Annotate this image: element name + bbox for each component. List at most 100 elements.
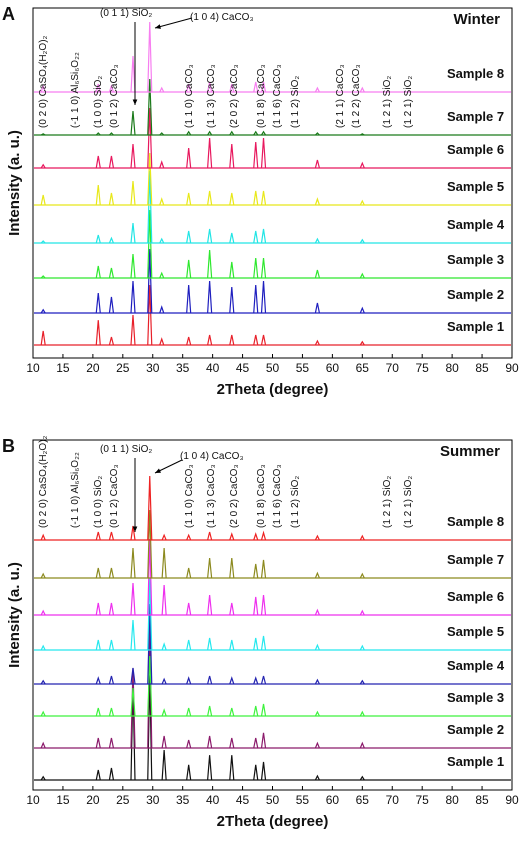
x-tick-label: 45 <box>236 793 250 807</box>
x-tick-label: 85 <box>475 361 489 375</box>
x-tick-label: 50 <box>266 793 280 807</box>
diffraction-peak <box>147 655 153 717</box>
diffraction-peak <box>130 280 136 314</box>
diffraction-peak <box>95 320 101 346</box>
diffraction-peak <box>108 336 115 346</box>
phase-label: (2 1 1) CaCO₃ <box>335 64 346 128</box>
diffraction-peak <box>314 741 320 749</box>
diffraction-peak <box>108 155 115 169</box>
x-tick-label: 80 <box>445 793 459 807</box>
diffraction-peak <box>95 184 101 206</box>
diffraction-peak <box>186 764 192 781</box>
diffraction-peak <box>95 602 101 616</box>
diffraction-peak <box>207 130 213 136</box>
diffraction-peak <box>359 199 365 206</box>
sample-label: Sample 2 <box>447 287 504 302</box>
arrow-head <box>132 99 138 105</box>
diffraction-peak <box>314 159 320 169</box>
arrow-head <box>132 526 138 532</box>
diffraction-peak <box>147 509 153 579</box>
diffraction-peak <box>108 602 115 616</box>
diffraction-peak <box>207 228 213 244</box>
phase-label: (1 2 1) SiO₂ <box>403 476 414 528</box>
sample-label: Sample 3 <box>447 690 504 705</box>
diffraction-peak <box>130 253 136 279</box>
phase-label: (1 1 6) CaCO₃ <box>272 64 283 128</box>
sample-label: Sample 4 <box>447 217 505 232</box>
x-tick-label: 10 <box>26 793 40 807</box>
diffraction-peak <box>229 755 235 781</box>
diffraction-peak <box>95 531 101 541</box>
diffraction-peak <box>207 531 213 541</box>
diffraction-peak <box>253 81 259 93</box>
phase-label: (0 1 2) CaCO₃ <box>109 464 120 528</box>
x-tick-label: 65 <box>356 793 370 807</box>
diffraction-peak <box>207 675 213 685</box>
diffraction-peak <box>253 190 259 206</box>
diffraction-peak <box>359 679 365 685</box>
diffraction-peak <box>108 639 115 651</box>
x-tick-label: 75 <box>416 361 430 375</box>
diffraction-peak <box>314 302 320 314</box>
diffraction-peak <box>159 86 165 93</box>
y-axis-label: Intensity (a. u.) <box>6 562 23 668</box>
diffraction-peak <box>207 190 213 206</box>
diffraction-peak <box>314 339 320 346</box>
diffraction-peak <box>40 84 46 93</box>
diffraction-peak <box>229 557 235 579</box>
phase-label: (0 1 8) CaCO₃ <box>256 464 267 528</box>
x-tick-label: 75 <box>416 793 430 807</box>
diffraction-peak <box>108 267 115 279</box>
diffraction-peak <box>207 81 213 93</box>
diffraction-peak <box>207 735 213 749</box>
sample-label: Sample 3 <box>447 252 504 267</box>
diffraction-peak <box>95 292 101 314</box>
diffraction-peak <box>229 707 235 717</box>
diffraction-peak <box>359 238 365 244</box>
diffraction-peak <box>130 55 136 93</box>
x-tick-label: 45 <box>236 361 250 375</box>
phase-label: (1 0 0) SiO₂ <box>93 476 104 528</box>
diffraction-peak <box>161 749 167 781</box>
diffraction-peak <box>207 755 213 781</box>
diffraction-peak <box>159 132 165 136</box>
sample-label: Sample 2 <box>447 722 504 737</box>
y-axis-label: Intensity (a. u.) <box>6 130 23 236</box>
phase-label: (1 1 0) CaCO₃ <box>184 464 195 528</box>
diffraction-peak <box>95 707 101 717</box>
diffraction-peak <box>147 21 153 93</box>
diffraction-peak <box>229 737 235 749</box>
arrow <box>154 17 193 29</box>
diffraction-peak <box>260 635 267 651</box>
diffraction-peak <box>253 141 259 169</box>
diffraction-peak <box>229 676 235 685</box>
diffraction-peak <box>229 192 235 206</box>
diffraction-peak <box>40 240 46 244</box>
sample-label: Sample 6 <box>447 142 504 157</box>
diffraction-peak <box>314 237 320 244</box>
diffraction-peak <box>130 314 136 346</box>
phase-label: (0 1 2) CaCO₃ <box>109 64 120 128</box>
sample-label: Sample 8 <box>447 514 504 529</box>
diffraction-peak <box>186 130 192 136</box>
diffraction-peak <box>147 152 153 206</box>
diffraction-peak <box>40 679 46 685</box>
panel-label: A <box>2 4 15 24</box>
diffraction-peak <box>159 271 165 279</box>
diffraction-peak <box>229 83 235 93</box>
phase-label: (1 1 6) CaCO₃ <box>272 464 283 528</box>
diffraction-peak <box>260 280 267 314</box>
diffraction-peak <box>40 133 46 136</box>
diffraction-peak <box>229 532 235 541</box>
diffraction-peak <box>186 639 192 651</box>
phase-label: (0 1 1) SiO₂ <box>100 444 152 455</box>
diffraction-peak <box>359 534 365 541</box>
phase-label: (1 1 3) CaCO₃ <box>206 64 217 128</box>
sample-label: Sample 7 <box>447 552 504 567</box>
diffraction-peak <box>359 272 365 279</box>
diffraction-peak <box>186 707 192 717</box>
diffraction-peak <box>161 533 167 541</box>
diffraction-peak <box>147 538 153 616</box>
diffraction-peak <box>260 257 267 279</box>
